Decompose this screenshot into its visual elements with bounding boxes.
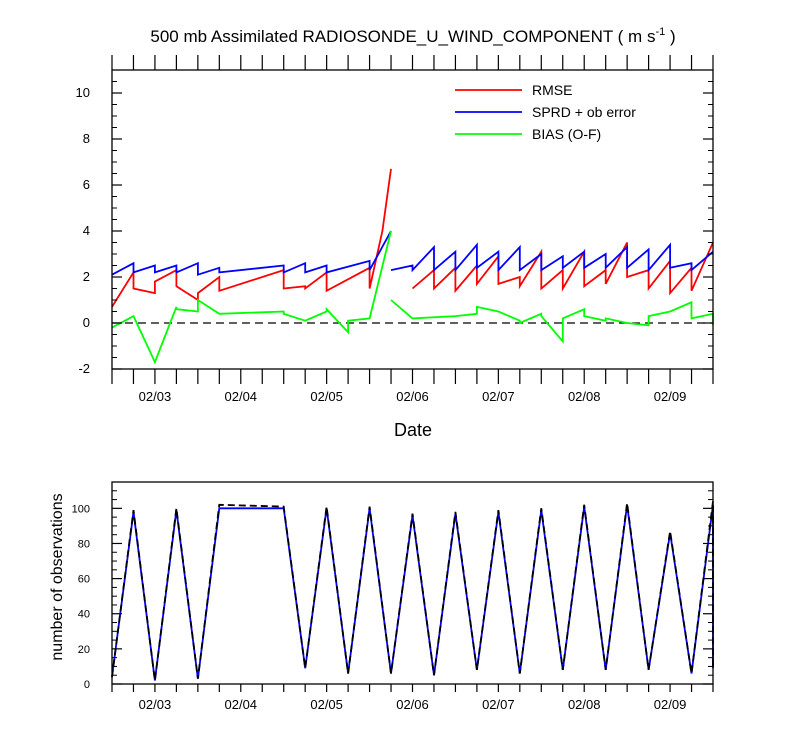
y-tick-label: -2	[78, 361, 90, 376]
main-chart-xlabel: Date	[394, 420, 432, 440]
x-tick-label: 02/03	[139, 697, 172, 712]
x-tick-label: 02/05	[310, 697, 343, 712]
y-tick-label: 0	[84, 679, 90, 691]
x-tick-label: 02/07	[482, 697, 515, 712]
obs-chart-frame	[111, 481, 714, 685]
x-tick-label: 02/04	[225, 389, 258, 404]
main-chart-series	[111, 168, 714, 365]
x-tick-label: 02/04	[225, 697, 258, 712]
series-line-bias-o-f	[390, 299, 714, 344]
x-tick-label: 02/07	[482, 389, 515, 404]
y-tick-label: 80	[78, 538, 90, 550]
legend-label: RMSE	[532, 82, 572, 98]
x-tick-label: 02/08	[568, 697, 601, 712]
main-chart-title: 500 mb Assimilated RADIOSONDE_U_WIND_COM…	[150, 26, 675, 46]
y-tick-label: 6	[83, 177, 90, 192]
y-tick-label: 60	[78, 574, 90, 586]
x-tick-label: 02/06	[396, 697, 429, 712]
x-tick-label: 02/08	[568, 389, 601, 404]
x-tick-label: 02/06	[396, 389, 429, 404]
y-tick-label: 10	[76, 85, 90, 100]
main-chart-ticks	[111, 55, 714, 384]
legend-label: SPRD + ob error	[532, 104, 636, 120]
obs-chart-ticks	[111, 481, 714, 692]
series-line-observations-possible	[111, 501, 714, 681]
series-line-sprd-ob-error	[390, 242, 714, 273]
y-tick-label: 100	[72, 503, 90, 515]
series-line-rmse	[411, 242, 714, 296]
legend-label: BIAS (O-F)	[532, 126, 601, 142]
x-tick-label: 02/03	[139, 389, 172, 404]
main-chart-tick-labels: -2 0 2 4 6 8 10 02/03 02/04 02/05 02/06 02/07 02/08 0…	[76, 85, 687, 404]
series-line-sprd-ob-error	[111, 230, 392, 276]
y-tick-label: 20	[78, 644, 90, 656]
main-chart-legend: RMSE SPRD + ob error BIAS (O-F)	[455, 82, 636, 142]
series-line-rmse	[111, 168, 392, 308]
obs-chart-tick-labels: 0 20 40 60 80 100 02/03 02/04 02/05 02/06 02/07 02/…	[72, 503, 687, 712]
x-tick-label: 02/05	[310, 389, 343, 404]
x-tick-label: 02/09	[654, 389, 687, 404]
series-line-bias-o-f	[111, 230, 392, 365]
x-tick-label: 02/09	[654, 697, 687, 712]
y-tick-label: 0	[83, 315, 90, 330]
y-tick-label: 4	[83, 223, 90, 238]
y-tick-label: 8	[83, 131, 90, 146]
obs-chart-ylabel: number of observations	[49, 493, 66, 660]
y-tick-label: 2	[83, 269, 90, 284]
obs-chart-series	[111, 501, 714, 681]
y-tick-label: 40	[78, 609, 90, 621]
